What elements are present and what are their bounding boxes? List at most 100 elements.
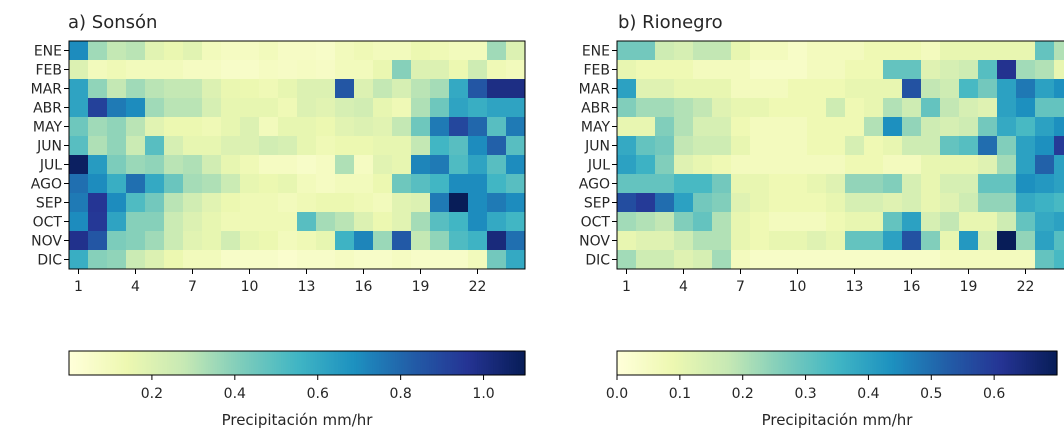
colorbar-segment: [639, 351, 642, 375]
colorbar-segment: [397, 351, 401, 375]
colorbar-segment: [312, 351, 316, 375]
heatmap-cell: [617, 212, 637, 232]
colorbar-segment: [458, 351, 462, 375]
plot-frame: [616, 40, 1064, 270]
colorbar-segment: [445, 351, 449, 375]
heatmap-cell: [449, 41, 469, 61]
heatmap-cell: [807, 79, 827, 99]
colorbar-segment: [146, 351, 150, 375]
colorbar-segment: [705, 351, 708, 375]
colorbar-segment: [221, 351, 225, 375]
heatmap-cell: [354, 117, 374, 137]
x-tick-label: 1: [622, 279, 631, 295]
heatmap-cell: [712, 60, 732, 80]
heatmap-cell: [183, 212, 203, 232]
colorbar-segment: [408, 351, 412, 375]
heatmap-cell: [769, 98, 789, 118]
heatmap-cell: [183, 79, 203, 99]
heatmap-cell: [240, 136, 260, 156]
heatmap-cell: [769, 79, 789, 99]
heatmap-cell: [769, 250, 789, 270]
colorbar-segment: [388, 351, 392, 375]
colorbar-segment: [344, 351, 348, 375]
heatmap-cell: [788, 212, 808, 232]
heatmap-cell: [69, 41, 89, 61]
heatmap-cell: [978, 250, 998, 270]
colorbar-segment: [1043, 351, 1047, 375]
heatmap-cell: [617, 60, 637, 80]
heatmap-cell: [278, 193, 298, 213]
heatmap-cell: [126, 212, 146, 232]
heatmap-cell: [693, 98, 713, 118]
colorbar-segment: [424, 351, 428, 375]
colorbar-segment: [859, 351, 862, 375]
colorbar-segment: [285, 351, 289, 375]
heatmap-cell: [826, 174, 846, 194]
colorbar-segment: [363, 351, 366, 375]
heatmap-cell: [506, 136, 526, 156]
colorbar-segment: [208, 351, 211, 375]
colorbar-segment: [1032, 351, 1036, 375]
colorbar-segment: [506, 351, 510, 375]
colorbar-segment: [283, 351, 287, 375]
heatmap-cell: [883, 250, 903, 270]
heatmap-cell: [902, 250, 922, 270]
heatmap-cell: [940, 250, 960, 270]
colorbar-segment: [474, 351, 478, 375]
heatmap-cell: [69, 136, 89, 156]
colorbar-segment: [69, 351, 72, 375]
colorbar-tick-label: 0.4: [224, 386, 246, 402]
heatmap-cell: [316, 155, 336, 175]
heatmap-cell: [335, 41, 355, 61]
heatmap-cell: [240, 60, 260, 80]
heatmap-cell: [107, 60, 127, 80]
y-tick-label: DIC: [585, 253, 610, 269]
colorbar-segment: [167, 351, 170, 375]
heatmap-cell: [750, 79, 770, 99]
heatmap-cell: [373, 193, 393, 213]
heatmap-cell: [202, 250, 222, 270]
colorbar-segment: [727, 351, 730, 375]
heatmap-cell: [278, 117, 298, 137]
colorbar-segment: [164, 351, 168, 375]
heatmap-cell: [845, 60, 865, 80]
colorbar-segment: [870, 351, 873, 375]
colorbar-segment: [162, 351, 166, 375]
heatmap-cell: [221, 250, 241, 270]
heatmap-cell: [1016, 98, 1036, 118]
colorbar-segment: [872, 351, 875, 375]
heatmap-cell: [750, 193, 770, 213]
heatmap-cell: [183, 136, 203, 156]
heatmap-cell: [959, 212, 979, 232]
heatmap-cell: [1035, 212, 1055, 232]
heatmap-cell: [183, 231, 203, 251]
heatmap-cell: [506, 212, 526, 232]
colorbar-segment: [372, 351, 376, 375]
colorbar-segment: [301, 351, 305, 375]
heatmap-cell: [487, 155, 507, 175]
heatmap-cell: [997, 231, 1017, 251]
colorbar-segment: [306, 351, 309, 375]
heatmap-cell: [183, 155, 203, 175]
colorbar-segment: [112, 351, 116, 375]
heatmap-cell: [902, 174, 922, 194]
heatmap-cell: [902, 60, 922, 80]
heatmap-cell: [297, 60, 317, 80]
heatmap-cell: [1016, 193, 1036, 213]
heatmap-cell: [487, 231, 507, 251]
colorbar-segment: [107, 351, 111, 375]
heatmap-cell: [940, 212, 960, 232]
colorbar-segment: [938, 351, 941, 375]
colorbar-segment: [821, 351, 825, 375]
heatmap-cell: [845, 212, 865, 232]
heatmap-cell: [883, 136, 903, 156]
colorbar-segment: [982, 351, 985, 375]
heatmap-cell: [978, 193, 998, 213]
plot-frame: [68, 40, 526, 270]
colorbar: 0.2 0.4 0.6 0.8 1.0: [68, 350, 526, 402]
colorbar-segment: [700, 351, 704, 375]
heatmap-cell: [430, 136, 450, 156]
heatmap-cell: [392, 60, 412, 80]
heatmap-cell: [1035, 41, 1055, 61]
